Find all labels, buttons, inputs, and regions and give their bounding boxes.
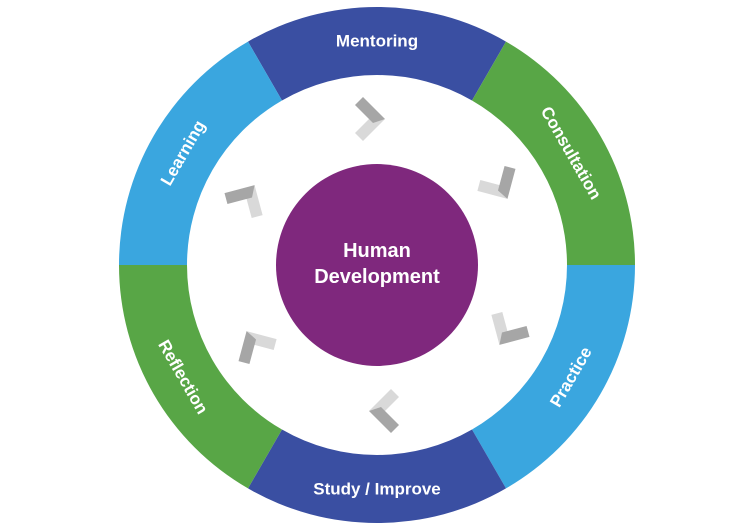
center-title-line2: Development (314, 266, 440, 288)
chevron-icon (491, 311, 530, 345)
chevron-arm-dark (497, 165, 516, 199)
segment-study-improve (248, 429, 506, 523)
label-mentoring: Mentoring (336, 32, 418, 51)
chevron-up-icon (369, 389, 399, 433)
label-study-improve: Study / Improve (313, 480, 441, 499)
chevron-arm-dark (355, 97, 385, 123)
segments-layer (119, 6, 635, 523)
chevron-icon (224, 185, 263, 219)
chevron-arm-dark (238, 331, 257, 365)
chevron-arm-light (477, 179, 508, 199)
chevron-icon (477, 165, 516, 199)
chevron-arm-light (246, 331, 277, 351)
chevron-arm-dark (499, 325, 530, 345)
chevron-icon (238, 331, 277, 365)
arrows-layer (224, 97, 530, 433)
center-circle (276, 164, 478, 366)
segment-practice (472, 265, 635, 489)
segment-learning (119, 41, 282, 265)
chevron-arm-dark (224, 185, 255, 205)
chevron-arm-dark (369, 407, 399, 433)
segment-consultation (472, 41, 635, 265)
segment-reflection (119, 265, 282, 489)
segment-mentoring (248, 6, 506, 101)
center-title-line1: Human (343, 240, 411, 262)
chevron-down-icon (355, 97, 385, 141)
